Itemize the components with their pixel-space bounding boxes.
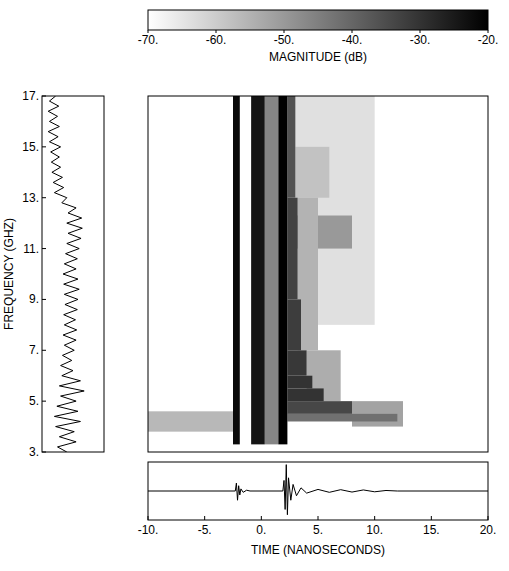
y-tick xyxy=(42,401,46,402)
heatmap-cell xyxy=(287,414,397,422)
color-tick-label: -30. xyxy=(410,33,431,47)
color-tick-label: -20. xyxy=(478,33,499,47)
y-tick xyxy=(42,350,46,351)
spectrum-frame xyxy=(42,96,104,452)
x-tick xyxy=(261,516,262,520)
plot-frame xyxy=(148,96,488,452)
x-tick xyxy=(318,516,319,520)
y-tick xyxy=(42,452,46,453)
heatmap-cell xyxy=(287,401,352,414)
color-tick-label: -70. xyxy=(138,33,159,47)
y-tick xyxy=(42,248,46,249)
spectrum-group xyxy=(48,96,84,452)
x-tick xyxy=(204,516,205,520)
color-tick-label: -50. xyxy=(274,33,295,47)
x-axis-title: TIME (NANOSECONDS) xyxy=(251,543,385,557)
heatmap-cell xyxy=(352,401,403,426)
x-tick xyxy=(488,516,489,520)
y-tick-label: 5. xyxy=(29,394,39,408)
heatmap-cell xyxy=(233,96,240,444)
y-tick-label: 9. xyxy=(29,292,39,306)
x-tick-label: 5. xyxy=(313,523,323,537)
heatmap-cell xyxy=(265,96,279,444)
y-tick-label: 7. xyxy=(29,343,39,357)
signal-group xyxy=(148,465,488,515)
x-tick-label: 15. xyxy=(423,523,440,537)
color-tick-label: -60. xyxy=(206,33,227,47)
signal-line xyxy=(148,465,488,515)
heatmap-cell xyxy=(287,198,297,300)
y-tick-label: 17. xyxy=(22,89,39,103)
y-tick xyxy=(42,299,46,300)
color-tick-label: -40. xyxy=(342,33,363,47)
color-bar-title: MAGNITUDE (dB) xyxy=(269,50,367,64)
x-tick xyxy=(374,516,375,520)
y-tick xyxy=(42,146,46,147)
x-tick-label: 10. xyxy=(366,523,383,537)
x-tick xyxy=(431,516,432,520)
heatmap-cell xyxy=(251,96,265,444)
color-bar xyxy=(148,10,488,30)
y-axis-title: FREQUENCY (GHZ) xyxy=(2,218,16,330)
heatmap-cell xyxy=(148,411,233,431)
signal-frame xyxy=(148,462,488,520)
x-tick-label: 20. xyxy=(480,523,497,537)
y-tick-label: 15. xyxy=(22,140,39,154)
y-tick xyxy=(42,96,46,97)
x-tick-label: -5. xyxy=(198,523,212,537)
figure: -70. -60. -50. -40. -30. -20. MAGNITUDE (dB) 3.… xyxy=(0,0,509,571)
heatmap-cell xyxy=(287,388,323,401)
x-tick-label: -10. xyxy=(138,523,159,537)
x-tick xyxy=(148,516,149,520)
y-tick xyxy=(42,197,46,198)
spectrum-line xyxy=(48,96,84,452)
y-tick-label: 11. xyxy=(23,242,39,256)
heatmap-cell xyxy=(287,376,312,389)
heatmap-cell xyxy=(278,96,287,444)
heatmap-cell xyxy=(287,350,306,375)
y-tick-label: 13. xyxy=(22,191,39,205)
heatmap-cell xyxy=(295,147,329,198)
heatmap-cell xyxy=(287,96,295,198)
x-tick-label: 0. xyxy=(256,523,266,537)
y-tick-label: 3. xyxy=(29,445,39,459)
heatmap-cells xyxy=(148,96,403,444)
heatmap-cell xyxy=(287,299,301,350)
